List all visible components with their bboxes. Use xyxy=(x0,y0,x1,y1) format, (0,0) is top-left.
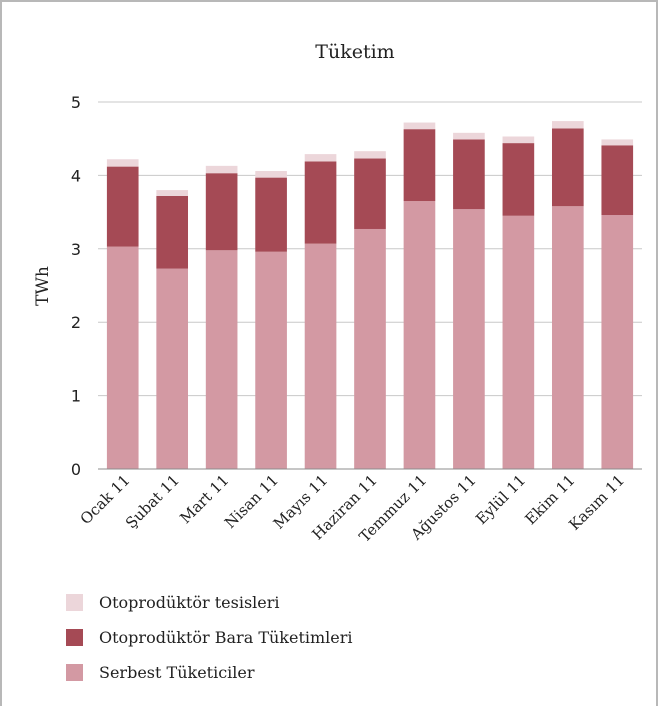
bar-segment xyxy=(156,190,189,196)
bar-segment xyxy=(403,129,436,202)
legend-label: Otoprodüktör Bara Tüketimleri xyxy=(99,627,353,647)
bar-segment xyxy=(354,158,386,229)
bar-segment xyxy=(601,145,634,216)
legend-swatch xyxy=(66,628,83,646)
bar-segment xyxy=(403,201,436,469)
legend-label: Serbest Tüketiciler xyxy=(99,662,255,682)
bar-segment xyxy=(304,243,337,469)
y-tick-label: 1 xyxy=(71,387,81,406)
bar-segment xyxy=(156,268,189,469)
bars xyxy=(106,121,634,469)
bar-segment xyxy=(551,121,584,129)
bar-segment xyxy=(601,215,634,469)
bar-segment xyxy=(205,250,238,469)
bar-segment xyxy=(354,151,386,159)
legend-swatch xyxy=(66,593,83,611)
bar-segment xyxy=(551,128,584,207)
y-tick-label: 0 xyxy=(71,460,81,479)
bar-segment xyxy=(601,139,634,146)
legend-item-otoproduktor-bara: Otoprodüktör Bara Tüketimleri xyxy=(66,627,353,647)
bar-segment xyxy=(502,143,535,216)
bar-segment xyxy=(453,209,485,469)
y-axis-ticks: 0 1 2 3 4 5 xyxy=(71,93,81,479)
bar-segment xyxy=(551,206,584,469)
bar-segment xyxy=(304,161,337,244)
bar-segment xyxy=(354,228,386,469)
legend-swatch xyxy=(66,663,83,681)
legend-item-serbest-tuketiciler: Serbest Tüketiciler xyxy=(66,662,353,682)
y-tick-label: 2 xyxy=(71,313,81,332)
bar-segment xyxy=(255,251,287,469)
bar-segment xyxy=(156,195,189,269)
legend: Otoprodüktör tesisleri Otoprodüktör Bara… xyxy=(66,592,353,697)
x-tick-label: Şubat 11 xyxy=(122,471,183,532)
chart-title: Tüketim xyxy=(315,41,394,63)
bar-segment xyxy=(255,177,287,252)
bar-segment xyxy=(106,159,139,167)
bar-segment xyxy=(255,170,287,178)
y-axis-label: TWh xyxy=(33,266,53,306)
bar-segment xyxy=(106,166,139,247)
bar-segment xyxy=(205,173,238,251)
bar-segment xyxy=(502,215,535,469)
bar-segment xyxy=(106,246,139,469)
y-tick-label: 4 xyxy=(71,166,81,185)
x-tick-label: Eylül 11 xyxy=(472,471,529,528)
legend-label: Otoprodüktör tesisleri xyxy=(99,592,280,612)
y-tick-label: 5 xyxy=(71,93,81,112)
y-tick-label: 3 xyxy=(71,240,81,259)
bar-segment xyxy=(205,165,238,174)
bar-segment xyxy=(502,136,535,144)
legend-item-otoproduktor-tesisleri: Otoprodüktör tesisleri xyxy=(66,592,353,612)
bar-segment xyxy=(453,132,485,140)
bar-segment xyxy=(403,122,436,130)
bar-segment xyxy=(453,139,485,210)
bar-segment xyxy=(304,154,337,162)
